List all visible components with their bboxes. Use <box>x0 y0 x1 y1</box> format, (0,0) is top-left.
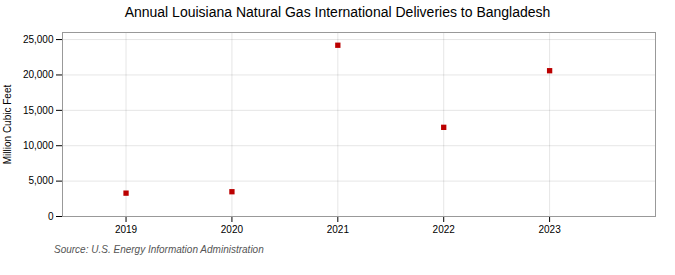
svg-text:20,000: 20,000 <box>23 69 54 80</box>
svg-text:2021: 2021 <box>327 224 350 235</box>
svg-text:2022: 2022 <box>433 224 456 235</box>
svg-text:25,000: 25,000 <box>23 34 54 45</box>
svg-text:2020: 2020 <box>221 224 244 235</box>
svg-text:10,000: 10,000 <box>23 140 54 151</box>
html-text:Source: U.S. Energy Informatio: Source: U.S. Energy Information Administ… <box>54 244 264 255</box>
svg-text:15,000: 15,000 <box>23 105 54 116</box>
html-text:Annual Louisiana Natural Gas I: Annual Louisiana Natural Gas Internation… <box>124 4 551 20</box>
svg-text:Million Cubic Feet: Million Cubic Feet <box>2 85 13 165</box>
svg-text:2023: 2023 <box>538 224 561 235</box>
svg-text:5,000: 5,000 <box>28 175 53 186</box>
svg-text:0: 0 <box>48 211 54 222</box>
svg-text:2019: 2019 <box>115 224 138 235</box>
